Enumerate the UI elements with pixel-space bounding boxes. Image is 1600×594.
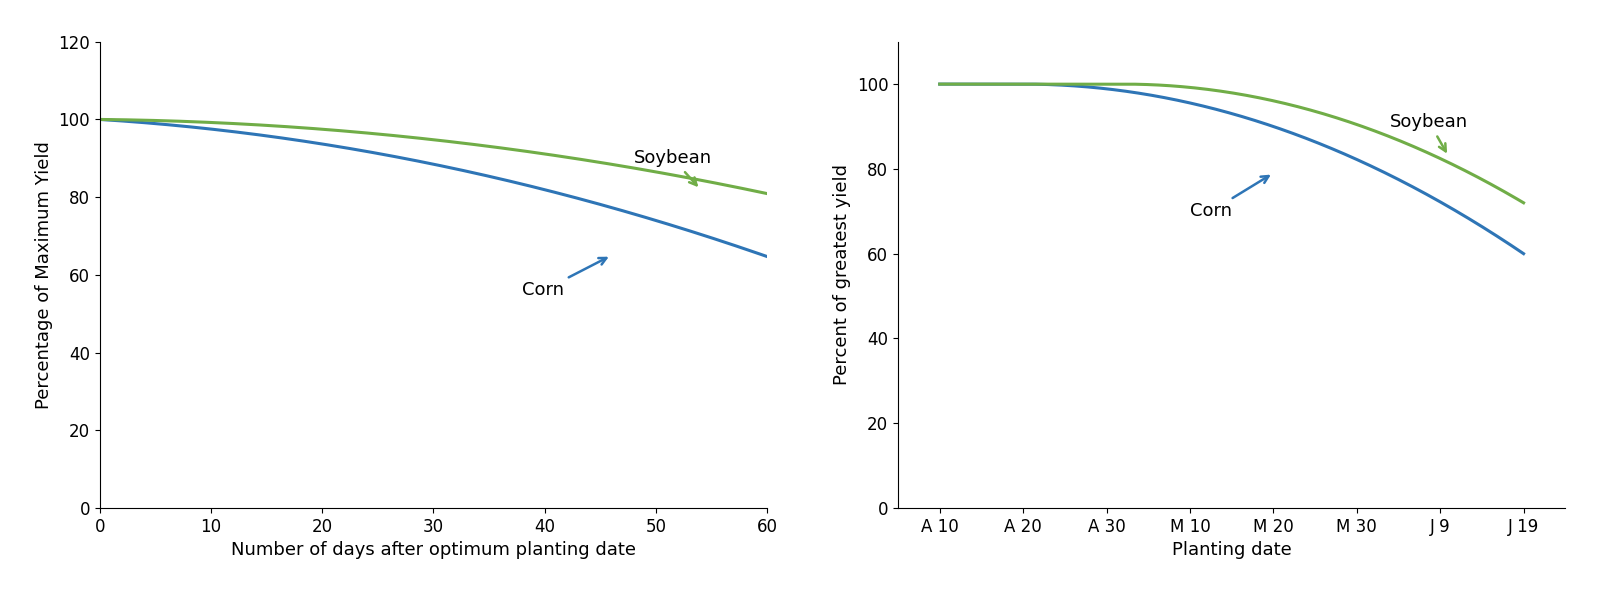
Text: Corn: Corn xyxy=(522,258,606,299)
X-axis label: Planting date: Planting date xyxy=(1171,541,1291,560)
Y-axis label: Percent of greatest yield: Percent of greatest yield xyxy=(834,165,851,386)
Text: Soybean: Soybean xyxy=(1390,113,1469,151)
Text: Soybean: Soybean xyxy=(634,149,712,185)
Text: Corn: Corn xyxy=(1190,176,1269,220)
Y-axis label: Percentage of Maximum Yield: Percentage of Maximum Yield xyxy=(35,141,53,409)
X-axis label: Number of days after optimum planting date: Number of days after optimum planting da… xyxy=(230,541,635,560)
